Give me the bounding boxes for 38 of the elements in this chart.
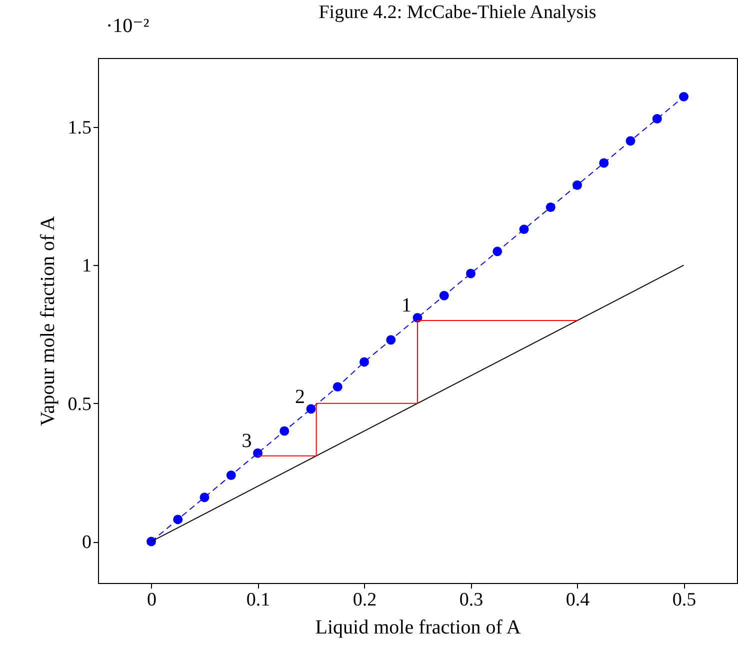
- point: [546, 202, 556, 212]
- point: [360, 357, 369, 367]
- point: [652, 114, 662, 124]
- point: [280, 426, 290, 436]
- point: [332, 382, 342, 392]
- point: [386, 335, 396, 345]
- x-tick-label: 0: [147, 590, 156, 610]
- x-axis-title: Liquid mole fraction of A: [315, 616, 522, 638]
- point: [253, 448, 262, 458]
- y-tick-label: 0: [82, 532, 92, 554]
- point: [679, 92, 688, 102]
- point: [439, 290, 449, 300]
- x-tick-label: 0.3: [459, 590, 484, 610]
- point: [200, 492, 210, 502]
- chart-title: Figure 4.2: McCabe-Thiele Analysis: [318, 2, 596, 23]
- point: [146, 536, 156, 546]
- point: [306, 404, 316, 414]
- y-tick-label: 1.5: [68, 118, 92, 139]
- y-tick-label: 0.5: [68, 394, 92, 415]
- point: [572, 180, 582, 190]
- point: [599, 158, 609, 168]
- point: [492, 246, 502, 256]
- annotation: 1: [402, 294, 412, 317]
- x-tick-label: 0.4: [566, 590, 590, 610]
- x-tick-label: 0.5: [672, 590, 696, 610]
- x-tick-label: 0.1: [246, 590, 270, 610]
- point: [466, 268, 476, 278]
- annotation: 3: [242, 430, 252, 452]
- point: [412, 313, 422, 322]
- point: [519, 224, 529, 234]
- point: [626, 136, 636, 146]
- point: [173, 514, 183, 524]
- y-axis-title: Vapour mole fraction of A: [36, 215, 59, 426]
- x-tick-label: 0.2: [352, 590, 377, 610]
- y-tick-label: 1: [82, 256, 92, 277]
- text: ·10⁻²: [106, 15, 150, 37]
- point: [226, 470, 236, 480]
- annotation: 2: [295, 386, 305, 408]
